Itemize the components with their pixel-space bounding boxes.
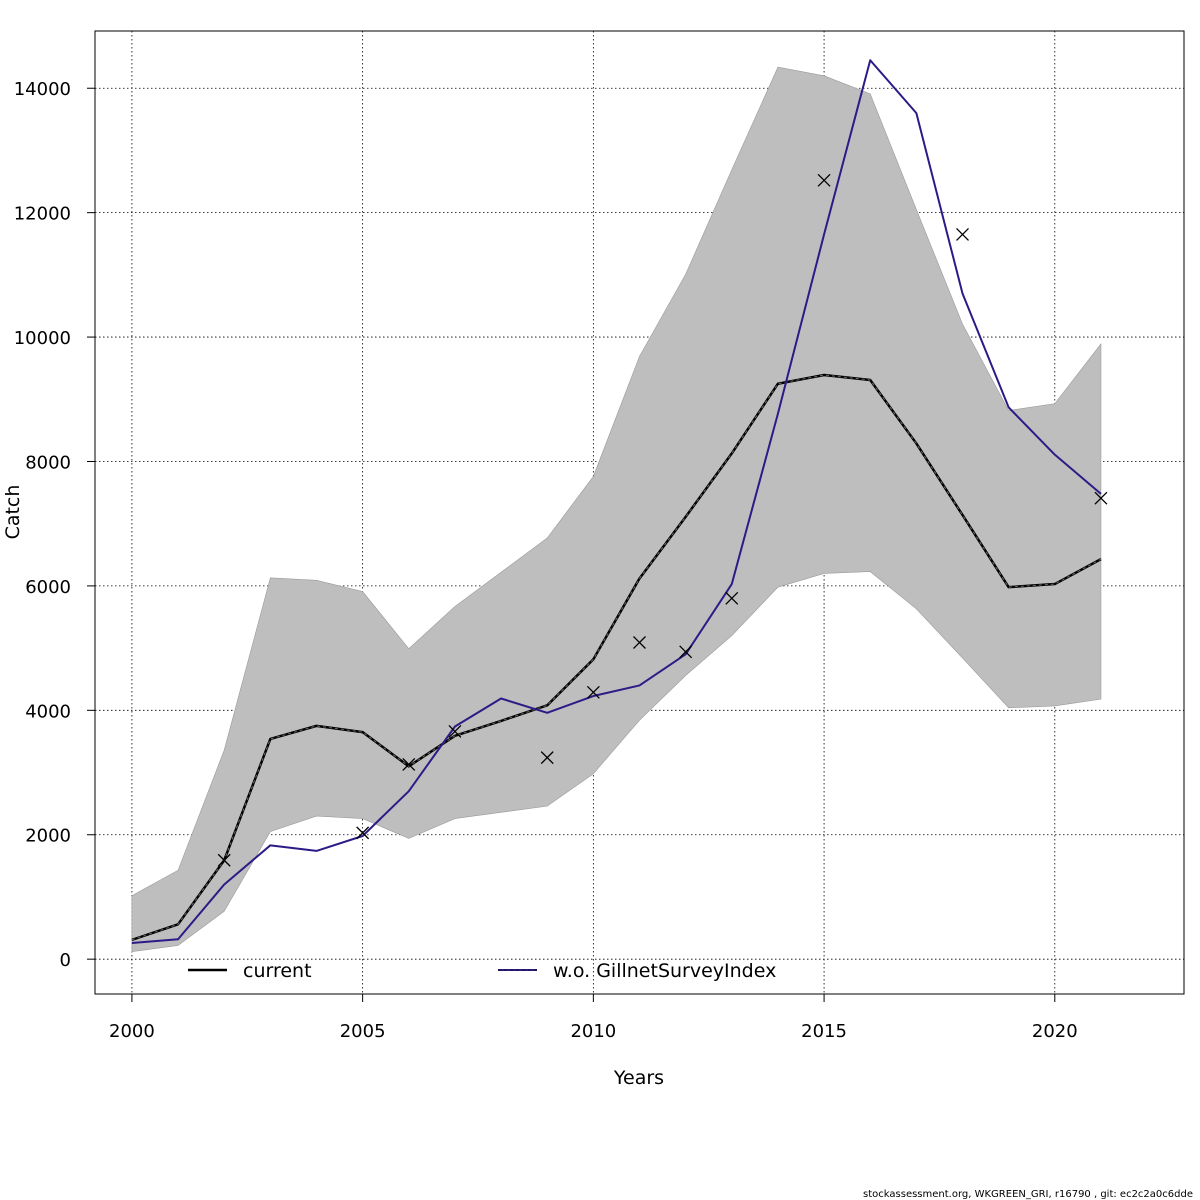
observation-marker-stroke	[817, 173, 831, 187]
x-tick-label: 2015	[801, 1021, 847, 1042]
x-axis-title: Years	[613, 1067, 664, 1089]
observation-marker-stroke	[956, 227, 969, 241]
legend-label-current: current	[243, 960, 312, 982]
observation-marker-stroke	[586, 685, 600, 699]
series-line-gillnet	[131, 59, 1102, 944]
y-tick-label: 0	[60, 950, 71, 971]
y-tick-label: 2000	[25, 826, 71, 847]
legend: current w.o. GillnetSurveyIndex	[188, 960, 776, 982]
x-tick-label: 2010	[570, 1021, 616, 1042]
observation-marker	[817, 173, 831, 187]
observation-marker-stroke	[1094, 491, 1108, 505]
observation-marker	[217, 853, 231, 867]
legend-label-gillnet: w.o. GillnetSurveyIndex	[553, 960, 776, 982]
y-axis: 0 2000 4000 6000 8000 10000 12000 14000	[14, 79, 95, 971]
observation-marker-stroke	[679, 645, 693, 659]
observation-marker	[356, 826, 370, 840]
observation-marker-stroke	[633, 636, 646, 649]
x-tick-label: 2020	[1032, 1021, 1078, 1042]
observation-marker-stroke	[540, 751, 554, 765]
y-tick-label: 6000	[25, 577, 71, 598]
observation-marker	[1094, 491, 1108, 505]
confidence-band	[131, 66, 1102, 953]
observation-marker	[586, 685, 600, 699]
observation-marker	[448, 725, 462, 738]
series-lines	[131, 59, 1102, 944]
observation-marker-stroke	[448, 725, 462, 738]
observation-marker-stroke	[356, 826, 370, 840]
y-tick-label: 14000	[14, 79, 71, 100]
x-tick-label: 2000	[109, 1021, 155, 1042]
observation-marker	[725, 591, 739, 605]
observation-marker-stroke	[217, 853, 231, 867]
y-axis-title: Catch	[2, 485, 24, 540]
y-tick-label: 8000	[25, 452, 71, 473]
x-axis: 2000 2005 2010 2015 2020	[109, 994, 1078, 1042]
observation-marker	[679, 645, 693, 659]
observation-points	[217, 173, 1108, 867]
footer-text: stockassessment.org, WKGREEN_GRI, r16790…	[863, 1189, 1193, 1200]
x-tick-label: 2005	[340, 1021, 386, 1042]
plot-frame	[94, 30, 1185, 995]
observation-marker	[633, 636, 646, 649]
observation-marker	[540, 751, 554, 765]
confidence-band-area	[131, 66, 1102, 953]
observation-marker	[956, 227, 969, 241]
series-line-current-dash	[131, 374, 1102, 941]
y-tick-label: 4000	[25, 701, 71, 722]
observation-marker-stroke	[725, 591, 739, 605]
y-tick-label: 10000	[14, 328, 71, 349]
observation-marker-stroke	[402, 757, 416, 771]
observation-marker	[402, 757, 416, 771]
y-tick-label: 12000	[14, 204, 71, 225]
